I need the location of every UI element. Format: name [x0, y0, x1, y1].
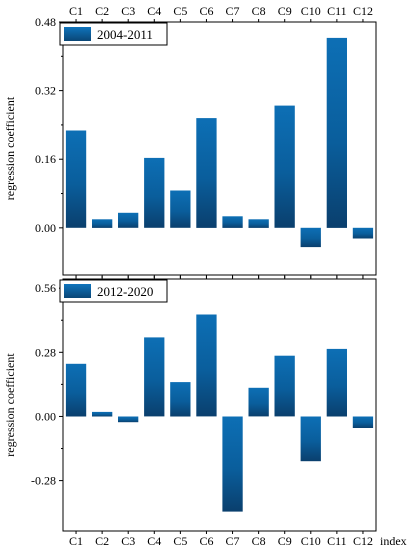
x-tick-label-top: C3	[121, 4, 135, 18]
x-tick-label-top: C10	[301, 4, 321, 18]
x-tick-label-top: C6	[199, 4, 213, 18]
x-tick-label-top: C5	[173, 4, 187, 18]
bar-c9	[274, 105, 295, 228]
x-tick-label-top: C2	[95, 4, 109, 18]
x-tick-label-bottom: C10	[301, 534, 321, 548]
bar-c10	[300, 227, 321, 248]
legend-label: 2004-2011	[97, 27, 153, 42]
plot-frame	[62, 278, 377, 532]
y-tick-label: -0.28	[31, 474, 56, 488]
bar-c11	[326, 348, 347, 417]
legend: 2004-2011	[59, 22, 168, 46]
y-axis-label: regression coefficient	[3, 96, 17, 200]
x-axis-label: index	[380, 534, 407, 548]
x-tick-label-bottom: C3	[121, 534, 135, 548]
x-tick-label-bottom: C2	[95, 534, 109, 548]
bar-c5	[170, 190, 191, 228]
bar-c9	[274, 355, 295, 417]
y-axis-label: regression coefficient	[3, 353, 17, 457]
legend-swatch	[64, 27, 91, 41]
x-tick-label-bottom: C6	[199, 534, 213, 548]
x-tick-label-top: C11	[327, 4, 347, 18]
bar-c10	[300, 416, 321, 462]
bar-c3	[118, 212, 139, 228]
x-tick-label-top: C8	[252, 4, 266, 18]
legend-label: 2012-2020	[97, 284, 153, 299]
x-tick-label-bottom: C12	[353, 534, 373, 548]
bar-c5	[170, 382, 191, 417]
bar-c1	[65, 363, 87, 417]
x-tick-label-bottom: C5	[173, 534, 187, 548]
bar-c4	[144, 337, 165, 417]
plot-frame	[62, 21, 377, 276]
x-tick-label-bottom: C1	[69, 534, 83, 548]
x-tick-label-top: C1	[69, 4, 83, 18]
x-tick-label-bottom: C11	[327, 534, 347, 548]
bar-c7	[222, 216, 243, 228]
bar-c4	[144, 157, 165, 228]
y-tick-label: 0.16	[35, 152, 56, 166]
panel-2004-2011: 0.00 0.16 0.32 0.48 regression coefficient 20…	[3, 15, 377, 278]
x-tick-label-bottom: C7	[226, 534, 240, 548]
x-tick-label-top: C12	[353, 4, 373, 18]
bar-c2	[92, 411, 113, 417]
x-tick-label-top: C7	[226, 4, 240, 18]
bottom-category-labels: C1 C2 C3 C4 C5 C6 C7 C8 C9 C10 C11 C12 index	[69, 534, 407, 548]
bar-c12	[352, 416, 374, 428]
y-tick-label: 0.32	[35, 84, 56, 98]
y-tick-label: 0.28	[35, 345, 56, 359]
x-tick-label-bottom: C9	[278, 534, 292, 548]
top-category-labels: C1 C2 C3 C4 C5 C6 C7 C8 C9 C10 C11 C12	[69, 4, 373, 18]
x-tick-label-bottom: C8	[252, 534, 266, 548]
bar-c1	[65, 130, 87, 228]
bar-c11	[326, 37, 347, 228]
x-tick-label-top: C4	[147, 4, 161, 18]
legend-swatch	[64, 284, 91, 298]
y-tick-label: 0.00	[35, 221, 56, 235]
bar-c8	[248, 387, 269, 417]
bar-c3	[118, 416, 139, 423]
bar-c7	[222, 416, 243, 512]
y-tick-label: 0.00	[35, 409, 56, 423]
bar-c12	[352, 227, 374, 239]
y-tick-label: 0.48	[35, 15, 56, 29]
x-tick-label-top: C9	[278, 4, 292, 18]
bar-c6	[196, 314, 217, 417]
legend: 2012-2020	[59, 279, 168, 303]
bar-c8	[248, 219, 269, 228]
y-tick-label: 0.56	[35, 281, 56, 295]
bar-c6	[196, 118, 217, 228]
panel-2012-2020: -0.28 0.00 0.28 0.56 regression coefficient 2…	[3, 276, 377, 534]
x-tick-label-bottom: C4	[147, 534, 161, 548]
bar-c2	[92, 219, 113, 228]
